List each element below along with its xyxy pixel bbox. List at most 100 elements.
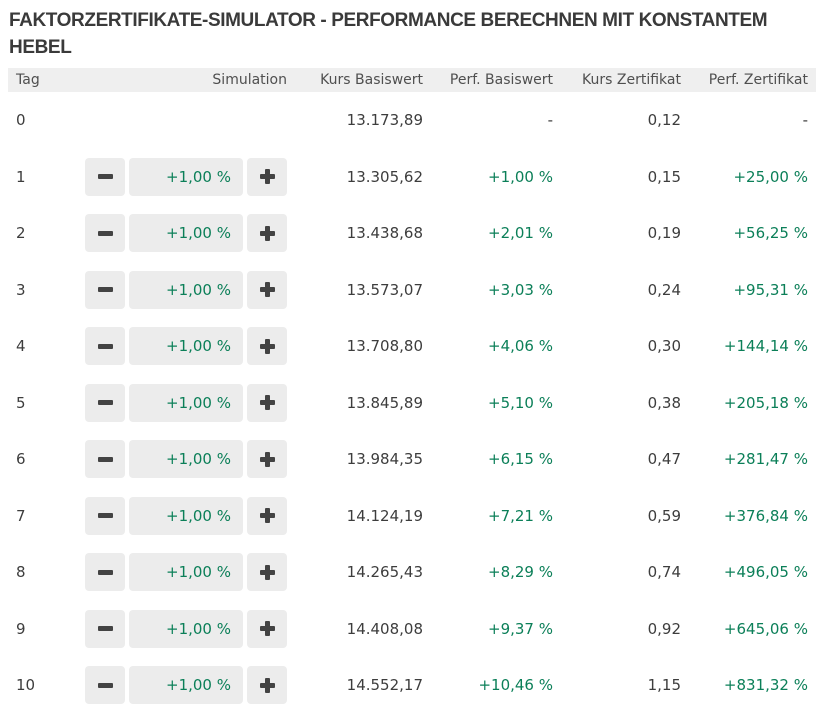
kurs-basiswert-cell: 13.984,35 <box>346 450 423 469</box>
simulation-cell <box>77 92 287 149</box>
perf-basiswert-cell: +6,15 % <box>488 450 553 469</box>
perf-zertifikat-cell: +645,06 % <box>723 619 808 638</box>
perf-zertifikat-cell: +376,84 % <box>723 506 808 525</box>
table-row: 9 +1,00 % 14.408,08 +9,37 % 0,92 +645,06… <box>8 601 816 658</box>
simulation-percent-field[interactable]: +1,00 % <box>129 383 243 422</box>
page-title-line1: FAKTORZERTIFIKATE-SIMULATOR - PERFORMANC… <box>9 10 768 31</box>
simulation-percent-field[interactable]: +1,00 % <box>129 666 243 705</box>
decrease-button[interactable] <box>85 157 125 196</box>
decrease-button[interactable] <box>85 553 125 592</box>
perf-basiswert-cell: +7,21 % <box>488 506 553 525</box>
tag-cell: 8 <box>16 563 26 582</box>
column-header-simulation: Simulation <box>212 72 287 88</box>
kurs-zertifikat-cell: 0,19 <box>647 224 681 243</box>
kurs-basiswert-cell: 14.408,08 <box>346 619 423 638</box>
simulation-percent-field[interactable]: +1,00 % <box>129 214 243 253</box>
plus-icon <box>259 564 275 580</box>
perf-zertifikat-cell: +205,18 % <box>723 393 808 412</box>
increase-button[interactable] <box>247 553 287 592</box>
increase-button[interactable] <box>247 440 287 479</box>
plus-icon <box>259 338 275 354</box>
increase-button[interactable] <box>247 383 287 422</box>
tag-cell: 5 <box>16 393 26 412</box>
decrease-button[interactable] <box>85 214 125 253</box>
kurs-zertifikat-cell: 0,15 <box>647 167 681 186</box>
simulation-cell: +1,00 % <box>77 149 287 206</box>
perf-basiswert-cell: +2,01 % <box>488 224 553 243</box>
simulation-controls: +1,00 % <box>77 270 287 309</box>
perf-basiswert-cell: +1,00 % <box>488 167 553 186</box>
table-row: 1 +1,00 % 13.305,62 +1,00 % 0,15 +25,00 … <box>8 149 816 206</box>
simulation-controls: +1,00 % <box>77 214 287 253</box>
simulation-cell: +1,00 % <box>77 657 287 714</box>
simulation-cell: +1,00 % <box>77 601 287 658</box>
simulation-cell: +1,00 % <box>77 318 287 375</box>
column-header-perf-basiswert: Perf. Basiswert <box>449 72 553 88</box>
perf-basiswert-cell: +3,03 % <box>488 280 553 299</box>
minus-icon <box>97 513 113 519</box>
increase-button[interactable] <box>247 496 287 535</box>
increase-button[interactable] <box>247 270 287 309</box>
minus-icon <box>97 174 113 180</box>
plus-icon <box>259 508 275 524</box>
kurs-basiswert-cell: 13.573,07 <box>346 280 423 299</box>
tag-cell: 2 <box>16 224 26 243</box>
increase-button[interactable] <box>247 214 287 253</box>
simulation-controls: +1,00 % <box>77 157 287 196</box>
column-header-kurs-zertifikat: Kurs Zertifikat <box>582 72 681 88</box>
perf-zertifikat-cell: +496,05 % <box>723 563 808 582</box>
decrease-button[interactable] <box>85 383 125 422</box>
perf-basiswert-cell: - <box>547 111 553 130</box>
column-header-perf-zertifikat: Perf. Zertifikat <box>708 72 808 88</box>
simulation-percent-field[interactable]: +1,00 % <box>129 553 243 592</box>
perf-basiswert-cell: +9,37 % <box>488 619 553 638</box>
decrease-button[interactable] <box>85 666 125 705</box>
simulation-percent-field[interactable]: +1,00 % <box>129 157 243 196</box>
decrease-button[interactable] <box>85 440 125 479</box>
increase-button[interactable] <box>247 157 287 196</box>
perf-zertifikat-cell: - <box>802 111 808 130</box>
perf-zertifikat-cell: +144,14 % <box>723 337 808 356</box>
table-row: 4 +1,00 % 13.708,80 +4,06 % 0,30 +144,14… <box>8 318 816 375</box>
increase-button[interactable] <box>247 666 287 705</box>
increase-button[interactable] <box>247 327 287 366</box>
kurs-zertifikat-cell: 0,47 <box>647 450 681 469</box>
tag-cell: 10 <box>16 676 36 695</box>
tag-cell: 6 <box>16 450 26 469</box>
decrease-button[interactable] <box>85 327 125 366</box>
tag-cell: 1 <box>16 167 26 186</box>
table-row: 8 +1,00 % 14.265,43 +8,29 % 0,74 +496,05… <box>8 544 816 601</box>
simulation-percent-field[interactable]: +1,00 % <box>129 440 243 479</box>
minus-icon <box>97 343 113 349</box>
kurs-zertifikat-cell: 0,38 <box>647 393 681 412</box>
perf-basiswert-cell: +5,10 % <box>488 393 553 412</box>
plus-icon <box>259 169 275 185</box>
decrease-button[interactable] <box>85 496 125 535</box>
kurs-zertifikat-cell: 1,15 <box>647 676 681 695</box>
column-header-kurs-basiswert: Kurs Basiswert <box>320 72 423 88</box>
kurs-zertifikat-cell: 0,12 <box>647 111 681 130</box>
simulation-cell: +1,00 % <box>77 431 287 488</box>
minus-icon <box>97 230 113 236</box>
simulation-percent-field[interactable]: +1,00 % <box>129 327 243 366</box>
simulation-percent-field[interactable]: +1,00 % <box>129 270 243 309</box>
kurs-zertifikat-cell: 0,24 <box>647 280 681 299</box>
kurs-zertifikat-cell: 0,59 <box>647 506 681 525</box>
kurs-basiswert-cell: 13.438,68 <box>346 224 423 243</box>
table-row: 0 13.173,89 - 0,12 - <box>8 92 816 149</box>
simulation-controls: +1,00 % <box>77 440 287 479</box>
kurs-basiswert-cell: 13.173,89 <box>346 111 423 130</box>
table-row: 10 +1,00 % 14.552,17 +10,46 % 1,15 +831,… <box>8 657 816 714</box>
table-row: 5 +1,00 % 13.845,89 +5,10 % 0,38 +205,18… <box>8 375 816 432</box>
simulation-controls: +1,00 % <box>77 327 287 366</box>
perf-basiswert-cell: +8,29 % <box>488 563 553 582</box>
decrease-button[interactable] <box>85 609 125 648</box>
plus-icon <box>259 395 275 411</box>
kurs-zertifikat-cell: 0,92 <box>647 619 681 638</box>
simulation-cell: +1,00 % <box>77 544 287 601</box>
tag-cell: 0 <box>16 111 26 130</box>
simulation-percent-field[interactable]: +1,00 % <box>129 496 243 535</box>
increase-button[interactable] <box>247 609 287 648</box>
simulation-percent-field[interactable]: +1,00 % <box>129 609 243 648</box>
decrease-button[interactable] <box>85 270 125 309</box>
